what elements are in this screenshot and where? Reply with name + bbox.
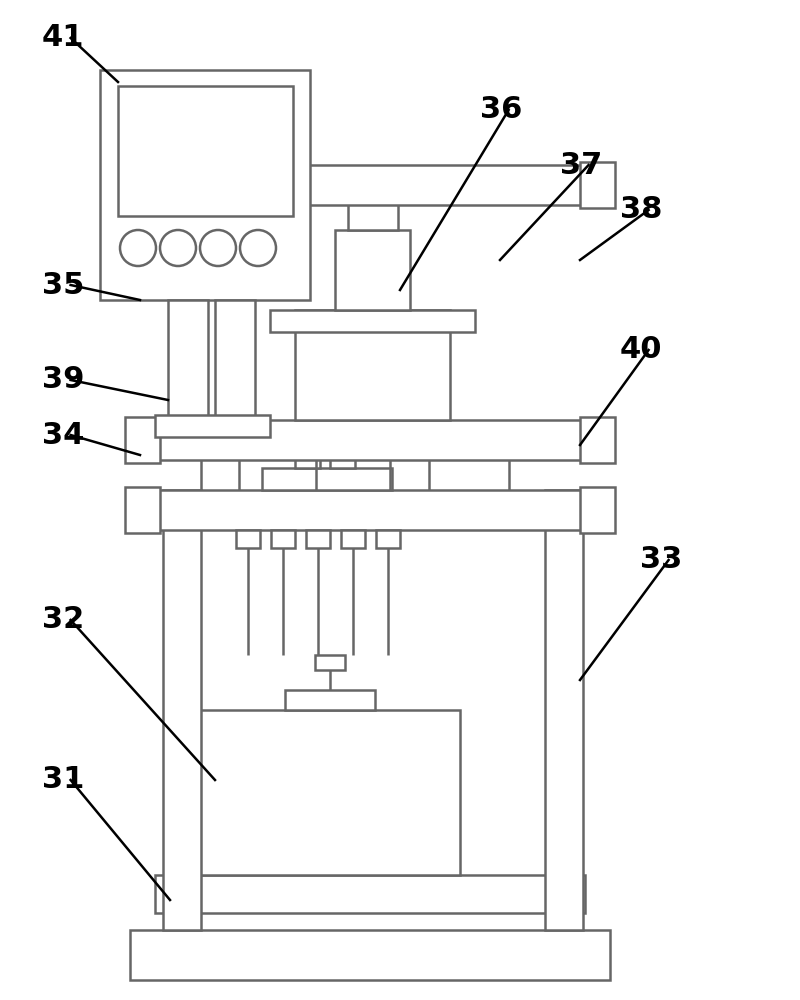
Bar <box>306 530 330 548</box>
Text: 38: 38 <box>620 196 662 225</box>
Bar <box>140 490 605 530</box>
Bar <box>236 530 260 548</box>
Text: 40: 40 <box>620 336 662 364</box>
Text: 39: 39 <box>42 365 85 394</box>
Bar <box>335 230 410 310</box>
Bar <box>271 530 295 548</box>
Bar <box>295 310 450 420</box>
Bar <box>118 86 293 216</box>
Text: 33: 33 <box>640 546 682 574</box>
Bar <box>285 690 375 710</box>
Bar <box>125 487 160 533</box>
Bar <box>215 300 255 420</box>
Bar <box>155 875 585 913</box>
Bar <box>100 70 310 300</box>
Bar <box>376 530 400 548</box>
Text: 35: 35 <box>42 270 84 300</box>
Bar <box>348 195 398 230</box>
Text: 36: 36 <box>480 96 522 124</box>
Text: 41: 41 <box>42 23 85 52</box>
Text: 31: 31 <box>42 766 84 794</box>
Bar <box>168 300 208 420</box>
Bar <box>140 165 605 205</box>
Bar <box>140 420 605 460</box>
Bar <box>270 310 475 332</box>
Bar <box>163 490 201 930</box>
Bar <box>341 530 365 548</box>
Bar <box>580 487 615 533</box>
Bar <box>330 456 355 468</box>
Text: 32: 32 <box>42 605 84 635</box>
Text: 37: 37 <box>560 150 602 180</box>
Bar <box>580 162 615 208</box>
Bar <box>295 456 320 468</box>
Bar <box>130 930 610 980</box>
Bar <box>125 417 160 463</box>
Bar <box>580 417 615 463</box>
Text: 34: 34 <box>42 420 84 450</box>
Bar <box>262 468 392 490</box>
Bar <box>545 490 583 930</box>
Bar <box>200 710 460 875</box>
Bar <box>125 162 160 208</box>
Bar <box>315 655 345 670</box>
Bar <box>155 415 270 437</box>
